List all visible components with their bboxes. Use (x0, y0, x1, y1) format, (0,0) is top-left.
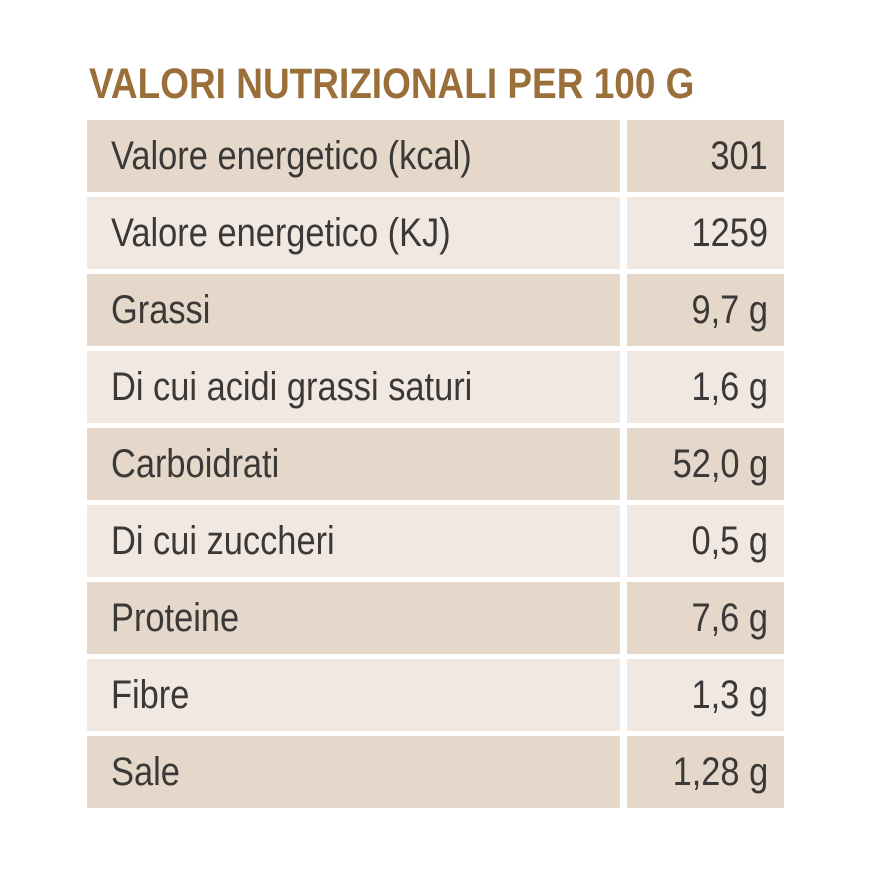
row-label-kcal: Valore energetico (kcal) (87, 120, 620, 192)
row-value-fibre: 1,3 g (627, 659, 784, 731)
table-row: Proteine 7,6 g (87, 582, 784, 654)
table-row: Fibre 1,3 g (87, 659, 784, 731)
row-label-carboidrati: Carboidrati (87, 428, 620, 500)
row-label-zuccheri: Di cui zuccheri (87, 505, 620, 577)
row-value-kcal: 301 (627, 120, 784, 192)
row-value-carboidrati: 52,0 g (627, 428, 784, 500)
table-row: Valore energetico (KJ) 1259 (87, 197, 784, 269)
row-value-kj: 1259 (627, 197, 784, 269)
row-label-kj: Valore energetico (KJ) (87, 197, 620, 269)
table-row: Carboidrati 52,0 g (87, 428, 784, 500)
row-value-proteine: 7,6 g (627, 582, 784, 654)
table-row: Sale 1,28 g (87, 736, 784, 808)
table-row: Di cui zuccheri 0,5 g (87, 505, 784, 577)
row-label-proteine: Proteine (87, 582, 620, 654)
row-label-fibre: Fibre (87, 659, 620, 731)
row-value-sale: 1,28 g (627, 736, 784, 808)
table-row: Di cui acidi grassi saturi 1,6 g (87, 351, 784, 423)
row-label-saturi: Di cui acidi grassi saturi (87, 351, 620, 423)
row-label-sale: Sale (87, 736, 620, 808)
row-value-grassi: 9,7 g (627, 274, 784, 346)
table-row: Grassi 9,7 g (87, 274, 784, 346)
row-label-grassi: Grassi (87, 274, 620, 346)
row-value-saturi: 1,6 g (627, 351, 784, 423)
table-row: Valore energetico (kcal) 301 (87, 120, 784, 192)
row-value-zuccheri: 0,5 g (627, 505, 784, 577)
nutrition-title: VALORI NUTRIZIONALI PER 100 G (89, 60, 695, 108)
nutrition-table: Valore energetico (kcal) 301 Valore ener… (87, 120, 784, 813)
